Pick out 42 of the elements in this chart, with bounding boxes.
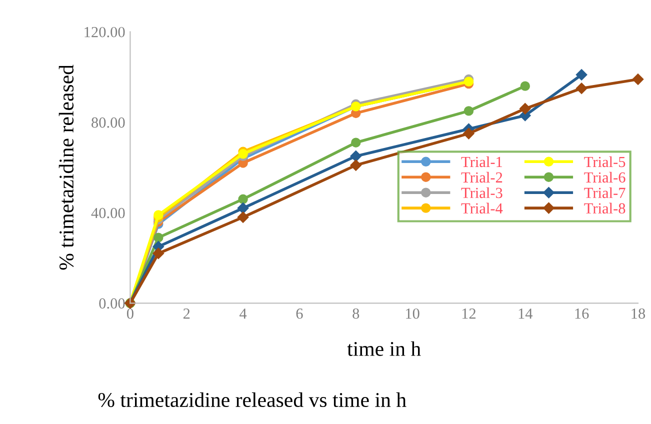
legend-label: Trial-7 xyxy=(584,187,626,198)
legend-label: Trial-8 xyxy=(584,202,626,214)
legend-label: Trial-5 xyxy=(584,156,626,168)
point xyxy=(351,138,361,148)
y-tick-label: 80.00 xyxy=(92,117,125,128)
x-tick-label: 16 xyxy=(575,308,589,319)
legend-label: Trial-4 xyxy=(461,202,503,214)
x-tick-label: 4 xyxy=(240,308,247,319)
x-tick-label: 14 xyxy=(518,308,533,319)
point xyxy=(154,232,164,242)
point xyxy=(576,69,588,80)
x-axis-title: time in h xyxy=(347,341,421,356)
point xyxy=(350,160,362,171)
x-tick-label: 0 xyxy=(126,308,134,319)
y-tick-label: 0.00 xyxy=(99,298,125,309)
point xyxy=(152,248,164,260)
x-tick-label: 2 xyxy=(183,308,190,319)
point xyxy=(576,82,588,94)
point xyxy=(237,202,249,214)
y-tick-label: 40.00 xyxy=(91,208,125,218)
x-tick-label: 8 xyxy=(352,308,360,319)
point xyxy=(350,150,362,162)
point xyxy=(238,149,248,159)
legend-label: Trial-2 xyxy=(461,172,502,183)
point xyxy=(154,210,164,220)
x-tick-label: 18 xyxy=(632,308,646,319)
x-tick-label: 10 xyxy=(406,308,420,319)
x-tick-label: 12 xyxy=(462,308,476,319)
point xyxy=(237,212,249,223)
legend-label: Trial-3 xyxy=(461,187,502,198)
legend-label: Trial-1 xyxy=(461,156,502,168)
x-tick-label: 6 xyxy=(296,308,303,319)
y-tick-label: 120.00 xyxy=(84,26,125,38)
point xyxy=(632,74,644,85)
legend-label: Trial-6 xyxy=(584,172,626,183)
point xyxy=(520,81,530,91)
point xyxy=(463,128,474,140)
point xyxy=(464,106,474,116)
y-axis-title: % trimetazidine released xyxy=(58,64,74,270)
point xyxy=(238,194,248,204)
point xyxy=(520,103,531,114)
text: % trimetazidine released vs time in h xyxy=(98,392,406,408)
